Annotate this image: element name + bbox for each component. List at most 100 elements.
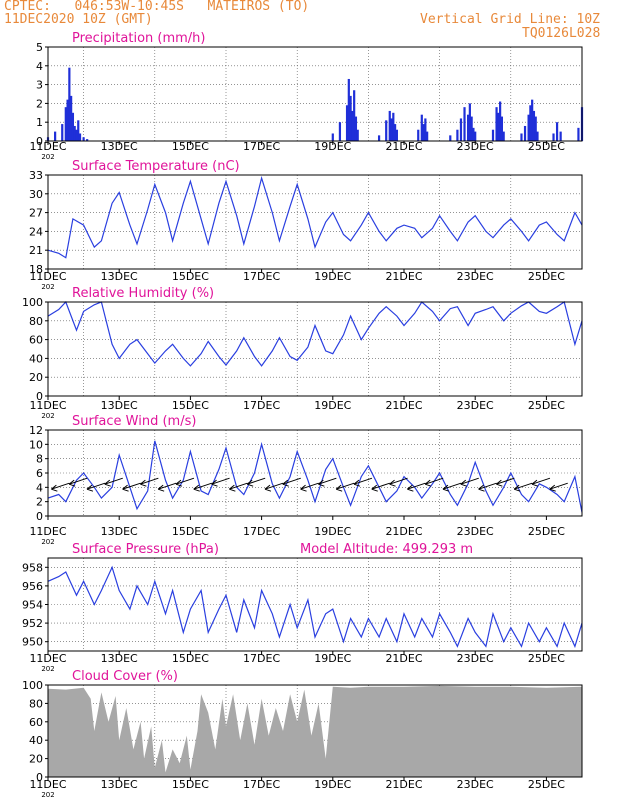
y-tick-label: 8 [36,453,43,466]
wind-arrow-head [389,479,396,487]
wind-arrow-head [460,479,467,487]
x-tick-label: 15DEC [172,399,209,412]
wind-arrow [247,477,266,485]
y-tick-label: 0 [36,390,43,403]
wind-arrow [175,477,195,485]
year-fragment: 202 [41,153,54,161]
series-line [47,175,583,259]
x-tick-label: 21DEC [385,652,422,665]
y-tick-label: 40 [29,352,43,365]
precip-bar [349,95,352,141]
precip-bar [532,110,536,141]
precip-bar [64,107,67,141]
wind-arrow [140,477,159,485]
wind-arrow-head [68,479,76,487]
x-tick-label: 21DEC [385,778,422,791]
wind-arrow-head [478,484,485,492]
precip-bar [449,135,452,141]
precip-bar [552,133,555,141]
wind-arrow [407,482,426,490]
wind-arrow [158,482,177,490]
x-tick-label: 19DEC [314,270,351,283]
wind-arrow [549,482,568,490]
y-tick-label: 60 [29,716,43,729]
year-fragment: 202 [41,791,54,799]
x-tick-label: 23DEC [457,525,494,538]
x-tick-label: 11DEC [29,652,66,665]
x-tick-label: 17DEC [243,270,280,283]
precip-bar [491,129,495,141]
precip-bar [555,122,559,141]
y-tick-label: 21 [29,244,43,257]
precip-bar [502,131,505,141]
precip-bar [73,125,76,141]
x-tick-label: 19DEC [314,399,351,412]
x-tick-label: 19DEC [314,525,351,538]
precip-bar [68,67,71,141]
precip-bar [78,133,82,141]
precip-bar [470,116,473,141]
x-tick-label: 13DEC [101,140,138,153]
y-tick-label: 12 [29,424,43,437]
x-tick-label: 15DEC [172,652,209,665]
wind-arrow-head [335,484,343,492]
precip-bar [347,78,350,141]
x-tick-label: 13DEC [101,778,138,791]
precip-bar [377,135,381,141]
y-tick-label: 100 [22,679,43,692]
panel-frame [47,301,583,397]
panel-frame [47,684,583,778]
x-tick-label: 13DEC [101,399,138,412]
wind-arrow [442,482,462,490]
panel-frame [47,46,583,142]
year-fragment: 202 [41,538,54,546]
precip-bar [459,118,463,141]
cloud-cover-area [48,685,582,777]
y-tick-label: 33 [29,169,43,182]
wind-arrow-head [175,479,183,487]
y-tick-label: 950 [22,636,43,649]
x-tick-label: 11DEC [29,270,66,283]
x-tick-label: 19DEC [314,652,351,665]
year-fragment: 202 [41,665,54,673]
precip-bar [331,133,334,141]
x-tick-label: 15DEC [172,778,209,791]
precip-bar [499,101,502,141]
station-line: CPTEC: 046:53W-10:45S MATEIROS (TO) [4,0,310,14]
precip-bar [417,129,420,141]
y-tick-label: 100 [22,296,43,309]
y-tick-label: 24 [29,225,43,238]
y-tick-label: 6 [36,467,43,480]
x-tick-label: 21DEC [385,270,422,283]
wind-arrow [514,482,533,490]
x-tick-label: 15DEC [172,270,209,283]
wind-arrow-head [531,479,539,487]
y-tick-label: 4 [36,60,43,73]
precip-bar [70,95,73,141]
year-fragment: 202 [41,283,54,291]
x-tick-label: 25DEC [528,140,565,153]
precip-bar [385,120,388,141]
precip-bar [351,110,354,141]
series-line [47,300,583,367]
wind-arrow [318,477,337,485]
wind-arrow-head [122,484,129,492]
y-tick-label: 952 [22,617,43,630]
wind-arrow-head [407,484,414,492]
precip-bar [523,125,527,141]
x-tick-label: 23DEC [457,652,494,665]
panel-annotation: Model Altitude: 499.293 m [300,542,473,557]
x-tick-label: 11DEC [29,525,66,538]
y-tick-label: 2 [36,496,43,509]
y-tick-label: 60 [29,334,43,347]
x-tick-label: 21DEC [385,399,422,412]
wind-arrow [122,482,141,490]
precip-bar [392,112,395,141]
y-tick-label: 18 [29,263,43,276]
precip-bar [474,131,477,141]
panel-title: Surface Pressure (hPa) [72,542,219,557]
precip-bar [463,107,466,141]
panel-title: Surface Temperature (nC) [72,159,240,174]
wind-arrow [336,482,355,490]
x-tick-label: 17DEC [243,399,280,412]
